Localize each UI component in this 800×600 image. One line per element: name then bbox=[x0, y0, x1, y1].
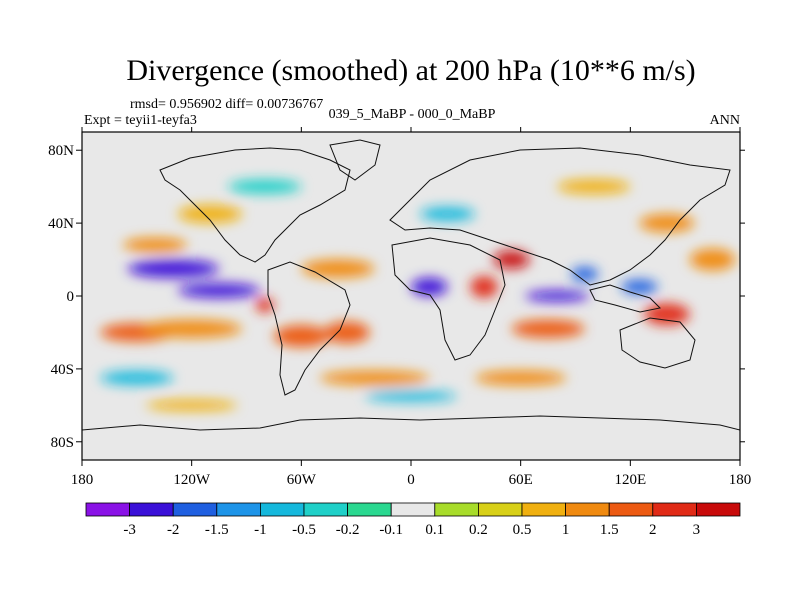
coast-australia bbox=[619, 317, 696, 369]
coastlines bbox=[82, 139, 740, 431]
stats-text: rmsd= 0.956902 diff= 0.00736767 bbox=[130, 97, 323, 112]
colorbar-label: 1 bbox=[562, 522, 570, 538]
x-tick-label: 120W bbox=[173, 472, 211, 488]
field-blob-11 bbox=[493, 250, 530, 269]
colorbar-label: -2 bbox=[167, 522, 180, 538]
colorbar-label: 2 bbox=[649, 522, 657, 538]
colorbar-label: -3 bbox=[123, 522, 136, 538]
y-tick-label: 80S bbox=[51, 435, 74, 451]
colorbar-label: 0.1 bbox=[425, 522, 444, 538]
field-layer bbox=[100, 179, 736, 411]
colorbar-swatch bbox=[434, 502, 479, 517]
colorbar-label: -1 bbox=[254, 522, 267, 538]
colorbar: -3 -2 -1.5 -1 -0.5 -0.2 -0.1 0.1 0.2 0.5 1 1.5 2 3 bbox=[85, 502, 741, 538]
colorbar-label: -1.5 bbox=[205, 522, 229, 538]
coast-greenland bbox=[329, 139, 381, 181]
colorbar-label: 1.5 bbox=[600, 522, 619, 538]
expt-text: Expt = teyii1-teyfa3 bbox=[84, 113, 197, 128]
field-blob-16 bbox=[621, 279, 658, 295]
map-background bbox=[82, 132, 740, 460]
colorbar-swatch bbox=[347, 502, 392, 517]
x-tick-label: 60W bbox=[287, 472, 317, 488]
field-blob-26 bbox=[557, 179, 631, 194]
field-blob-17 bbox=[689, 248, 736, 271]
colorbar-swatch bbox=[172, 502, 218, 517]
x-tick-label: 180 bbox=[729, 472, 752, 488]
coast-south-america bbox=[267, 261, 351, 396]
field-blob-20 bbox=[474, 370, 567, 386]
field-blob-23 bbox=[639, 214, 695, 233]
field-blob-15 bbox=[644, 303, 690, 326]
colorbar-swatch bbox=[390, 502, 436, 517]
coast-eurasia bbox=[389, 147, 731, 286]
colorbar-swatch bbox=[216, 502, 261, 517]
y-tick-label: 40S bbox=[51, 362, 74, 378]
field-blob-10 bbox=[470, 275, 498, 298]
field-blob-18 bbox=[177, 204, 242, 224]
colorbar-label: -0.2 bbox=[336, 522, 360, 538]
colorbar-label: -0.5 bbox=[292, 522, 316, 538]
colorbar-label: 0.5 bbox=[513, 522, 532, 538]
colorbar-swatch bbox=[259, 502, 305, 517]
colorbar-swatch bbox=[521, 502, 566, 517]
x-tick-label: 0 bbox=[407, 472, 415, 488]
field-blob-1 bbox=[177, 283, 261, 298]
field-blob-6 bbox=[273, 325, 329, 348]
coast-maritime-continent bbox=[589, 284, 662, 313]
x-tick-label: 120E bbox=[614, 472, 646, 488]
field-blob-14 bbox=[511, 319, 585, 338]
coast-antarctica bbox=[82, 415, 740, 431]
field-blob-21 bbox=[100, 370, 174, 386]
field-blob-12 bbox=[525, 290, 590, 302]
field-blob-24 bbox=[365, 390, 457, 402]
colorbar-swatch bbox=[565, 502, 610, 517]
field-blob-27 bbox=[145, 399, 238, 411]
colorbar-swatch bbox=[303, 502, 348, 517]
season-label: ANN bbox=[710, 113, 740, 128]
field-blob-0 bbox=[127, 259, 220, 278]
colorbar-label: 0.2 bbox=[469, 522, 488, 538]
field-blob-7 bbox=[324, 321, 370, 344]
field-blob-19 bbox=[319, 370, 430, 386]
coast-africa bbox=[391, 237, 506, 361]
field-blob-22 bbox=[420, 206, 475, 222]
y-tick-label: 0 bbox=[67, 289, 75, 305]
axis-layer: 180 120W 60W 0 60E 120E 180 80N 40N 0 40S 80S bbox=[48, 127, 751, 488]
field-blob-8 bbox=[301, 259, 375, 278]
x-tick-label: 180 bbox=[71, 472, 94, 488]
field-blob-5 bbox=[255, 297, 274, 313]
field-blob-4 bbox=[123, 237, 188, 253]
colorbar-label: 3 bbox=[693, 522, 701, 538]
center-label: 039_5_MaBP - 000_0_MaBP bbox=[329, 107, 496, 122]
coast-north-america bbox=[159, 147, 351, 263]
colorbar-swatch bbox=[608, 502, 654, 517]
colorbar-swatch bbox=[696, 502, 741, 517]
colorbar-label: -0.1 bbox=[379, 522, 403, 538]
y-tick-label: 40N bbox=[48, 216, 74, 232]
y-tick-label: 80N bbox=[48, 143, 74, 159]
chart-title: Divergence (smoothed) at 200 hPa (10**6 … bbox=[126, 54, 695, 87]
colorbar-swatch bbox=[85, 502, 130, 517]
colorbar-swatch bbox=[477, 502, 523, 517]
colorbar-swatch bbox=[129, 502, 174, 517]
colorbar-swatch bbox=[652, 502, 697, 517]
x-tick-label: 60E bbox=[509, 472, 533, 488]
map-plot-area bbox=[82, 132, 740, 460]
field-blob-13 bbox=[570, 266, 599, 282]
field-blob-9 bbox=[411, 277, 448, 296]
field-blob-3 bbox=[141, 319, 242, 338]
field-blob-25 bbox=[228, 179, 302, 194]
